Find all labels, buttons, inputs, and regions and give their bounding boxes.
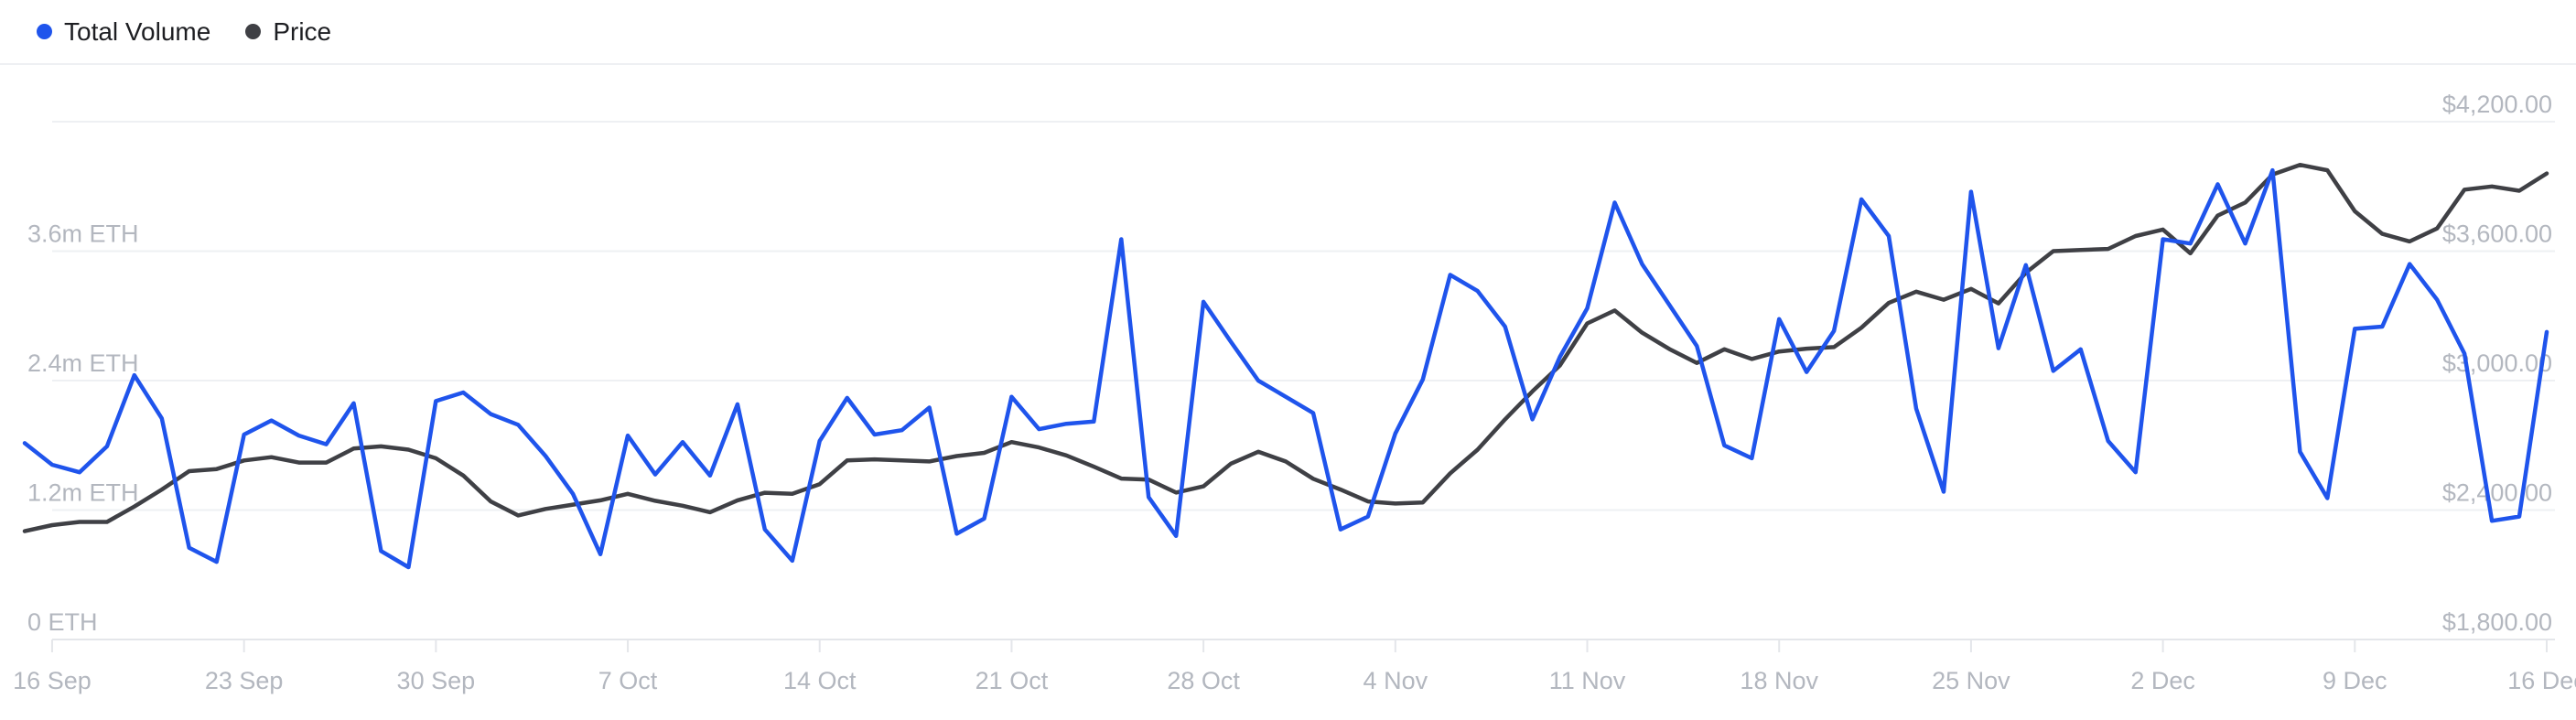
legend-label-total-volume: Total Volume — [64, 16, 211, 46]
x-axis-label: 4 Nov — [1363, 667, 1428, 694]
x-axis-label: 25 Nov — [1932, 667, 2010, 694]
price-dot-icon — [245, 24, 262, 39]
y-axis-label-left: 1.2m ETH — [27, 479, 139, 507]
series-line-price — [22, 162, 2549, 533]
total-volume-dot-icon — [37, 24, 52, 39]
x-axis-label: 18 Nov — [1740, 667, 1818, 694]
legend-item-price[interactable]: Price — [245, 16, 332, 46]
legend-item-total-volume[interactable]: Total Volume — [37, 16, 211, 46]
x-axis-label: 30 Sep — [397, 667, 476, 694]
x-axis-label: 9 Dec — [2323, 667, 2387, 694]
chart-legend: Total Volume Price — [0, 0, 2576, 65]
legend-label-price: Price — [273, 16, 332, 46]
y-axis-label-right: $4,200.00 — [2442, 91, 2552, 118]
y-axis-label-right: $3,600.00 — [2442, 220, 2552, 248]
x-axis-label: 11 Nov — [1549, 667, 1626, 694]
x-axis-label: 7 Oct — [598, 667, 658, 694]
x-axis-label: 28 Oct — [1167, 667, 1240, 694]
x-axis-label: 16 Dec — [2507, 667, 2576, 694]
y-axis-label-left: 0 ETH — [27, 608, 98, 636]
y-axis-label-left: 2.4m ETH — [27, 349, 139, 377]
x-axis-label: 16 Sep — [13, 667, 92, 694]
y-axis-label-right: $3,000.00 — [2442, 349, 2552, 377]
x-axis-label: 21 Oct — [975, 667, 1049, 694]
y-axis-label-right: $1,800.00 — [2442, 608, 2552, 636]
y-axis-label-right: $2,400.00 — [2442, 479, 2552, 507]
series-line-total-volume — [22, 167, 2549, 570]
x-axis-label: 2 Dec — [2130, 667, 2195, 694]
x-axis-label: 23 Sep — [205, 667, 284, 694]
y-axis-label-left: 3.6m ETH — [27, 220, 139, 248]
x-axis-label: 14 Oct — [783, 667, 857, 694]
